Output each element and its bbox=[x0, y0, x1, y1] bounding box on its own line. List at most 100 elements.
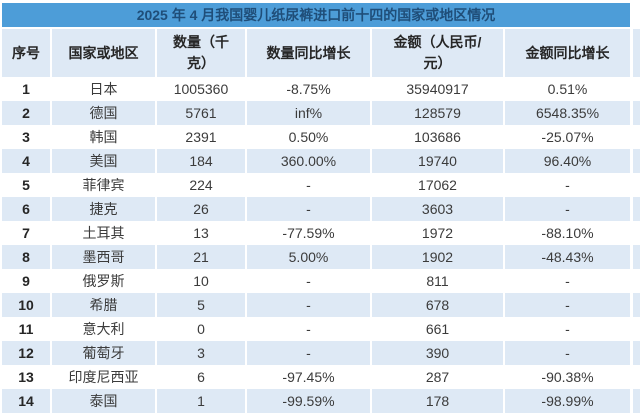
amount-yoy-cell: 0.51% bbox=[505, 77, 630, 101]
partial-next-column-header bbox=[633, 29, 640, 77]
table-row: 12 葡萄牙 3-390- bbox=[2, 341, 630, 365]
table-row: 9 俄罗斯 10-811- bbox=[2, 269, 630, 293]
header-amount-yoy: 金额同比增长 bbox=[505, 29, 630, 77]
quantity-cell: 5 bbox=[157, 293, 245, 317]
amount-yoy-cell: -88.10% bbox=[505, 221, 630, 245]
country-cell: 捷克 bbox=[52, 197, 155, 221]
quantity-yoy-cell: 360.00% bbox=[247, 149, 370, 173]
amount-cell: 19740 bbox=[372, 149, 503, 173]
amount-cell: 661 bbox=[372, 317, 503, 341]
amount-cell: 811 bbox=[372, 269, 503, 293]
table-header: 序号 国家或地区 数量（千克） 数量同比增长 金额（人民币/元） 金额同比增长 bbox=[2, 29, 630, 77]
table-row: 6 捷克 26-3603- bbox=[2, 197, 630, 221]
quantity-yoy-cell: - bbox=[247, 317, 370, 341]
amount-cell: 678 bbox=[372, 293, 503, 317]
amount-yoy-cell: - bbox=[505, 341, 630, 365]
country-cell: 希腊 bbox=[52, 293, 155, 317]
seq-cell: 14 bbox=[2, 389, 50, 413]
country-cell: 俄罗斯 bbox=[52, 269, 155, 293]
header-quantity: 数量（千克） bbox=[157, 29, 245, 77]
quantity-yoy-cell: - bbox=[247, 269, 370, 293]
amount-yoy-cell: - bbox=[505, 293, 630, 317]
quantity-cell: 10 bbox=[157, 269, 245, 293]
quantity-yoy-cell: 5.00% bbox=[247, 245, 370, 269]
table-title-bar: 2025 年 4 月我国婴儿纸尿裤进口前十四的国家或地区情况 bbox=[2, 3, 630, 27]
table-row: 3 韩国 2391 0.50% 103686 -25.07% bbox=[2, 125, 630, 149]
table-row: 5 菲律宾 224-17062- bbox=[2, 173, 630, 197]
seq-cell: 2 bbox=[2, 101, 50, 125]
table-row: 14 泰国 1 -99.59% 178 -98.99% bbox=[2, 389, 630, 413]
amount-yoy-cell: 6548.35% bbox=[505, 101, 630, 125]
amount-cell: 128579 bbox=[372, 101, 503, 125]
country-cell: 墨西哥 bbox=[52, 245, 155, 269]
amount-yoy-cell: -90.38% bbox=[505, 365, 630, 389]
quantity-yoy-cell: - bbox=[247, 197, 370, 221]
seq-cell: 5 bbox=[2, 173, 50, 197]
amount-cell: 35940917 bbox=[372, 77, 503, 101]
quantity-yoy-cell: -8.75% bbox=[247, 77, 370, 101]
header-quantity-yoy: 数量同比增长 bbox=[247, 29, 370, 77]
seq-cell: 9 bbox=[2, 269, 50, 293]
header-row: 序号 国家或地区 数量（千克） 数量同比增长 金额（人民币/元） 金额同比增长 bbox=[2, 29, 630, 77]
table-row: 4 美国 184 360.00% 19740 96.40% bbox=[2, 149, 630, 173]
amount-cell: 103686 bbox=[372, 125, 503, 149]
header-amount: 金额（人民币/元） bbox=[372, 29, 503, 77]
seq-cell: 12 bbox=[2, 341, 50, 365]
amount-cell: 178 bbox=[372, 389, 503, 413]
country-cell: 日本 bbox=[52, 77, 155, 101]
table-row: 8 墨西哥 21 5.00% 1902 -48.43% bbox=[2, 245, 630, 269]
seq-cell: 4 bbox=[2, 149, 50, 173]
seq-cell: 8 bbox=[2, 245, 50, 269]
quantity-cell: 3 bbox=[157, 341, 245, 365]
country-cell: 土耳其 bbox=[52, 221, 155, 245]
amount-yoy-cell: -48.43% bbox=[505, 245, 630, 269]
quantity-cell: 13 bbox=[157, 221, 245, 245]
amount-yoy-cell: - bbox=[505, 173, 630, 197]
table-row: 2 德国 5761 inf% 128579 6548.35% bbox=[2, 101, 630, 125]
quantity-yoy-cell: -77.59% bbox=[247, 221, 370, 245]
quantity-cell: 184 bbox=[157, 149, 245, 173]
quantity-cell: 5761 bbox=[157, 101, 245, 125]
quantity-cell: 0 bbox=[157, 317, 245, 341]
quantity-yoy-cell: inf% bbox=[247, 101, 370, 125]
table-body: 1 日本 1005360 -8.75% 35940917 0.51% 2 德国 5761 inf%… bbox=[2, 77, 630, 413]
quantity-yoy-cell: -99.59% bbox=[247, 389, 370, 413]
table-row: 10 希腊 5-678- bbox=[2, 293, 630, 317]
amount-cell: 1972 bbox=[372, 221, 503, 245]
country-cell: 泰国 bbox=[52, 389, 155, 413]
country-cell: 葡萄牙 bbox=[52, 341, 155, 365]
table-row: 7 土耳其 13 -77.59% 1972 -88.10% bbox=[2, 221, 630, 245]
amount-yoy-cell: 96.40% bbox=[505, 149, 630, 173]
country-cell: 印度尼西亚 bbox=[52, 365, 155, 389]
quantity-cell: 1 bbox=[157, 389, 245, 413]
quantity-yoy-cell: 0.50% bbox=[247, 125, 370, 149]
seq-cell: 6 bbox=[2, 197, 50, 221]
table-row: 1 日本 1005360 -8.75% 35940917 0.51% bbox=[2, 77, 630, 101]
seq-cell: 7 bbox=[2, 221, 50, 245]
quantity-yoy-cell: - bbox=[247, 341, 370, 365]
quantity-yoy-cell: -97.45% bbox=[247, 365, 370, 389]
partial-next-column bbox=[633, 29, 640, 413]
header-seq: 序号 bbox=[2, 29, 50, 77]
country-cell: 韩国 bbox=[52, 125, 155, 149]
amount-cell: 3603 bbox=[372, 197, 503, 221]
seq-cell: 3 bbox=[2, 125, 50, 149]
quantity-cell: 21 bbox=[157, 245, 245, 269]
country-cell: 美国 bbox=[52, 149, 155, 173]
quantity-cell: 1005360 bbox=[157, 77, 245, 101]
amount-cell: 287 bbox=[372, 365, 503, 389]
quantity-yoy-cell: - bbox=[247, 173, 370, 197]
amount-yoy-cell: -98.99% bbox=[505, 389, 630, 413]
quantity-cell: 26 bbox=[157, 197, 245, 221]
country-cell: 意大利 bbox=[52, 317, 155, 341]
partial-next-column-rows bbox=[633, 77, 640, 413]
amount-yoy-cell: -25.07% bbox=[505, 125, 630, 149]
country-cell: 德国 bbox=[52, 101, 155, 125]
amount-yoy-cell: - bbox=[505, 269, 630, 293]
country-cell: 菲律宾 bbox=[52, 173, 155, 197]
header-country: 国家或地区 bbox=[52, 29, 155, 77]
quantity-cell: 224 bbox=[157, 173, 245, 197]
amount-cell: 390 bbox=[372, 341, 503, 365]
amount-yoy-cell: - bbox=[505, 197, 630, 221]
